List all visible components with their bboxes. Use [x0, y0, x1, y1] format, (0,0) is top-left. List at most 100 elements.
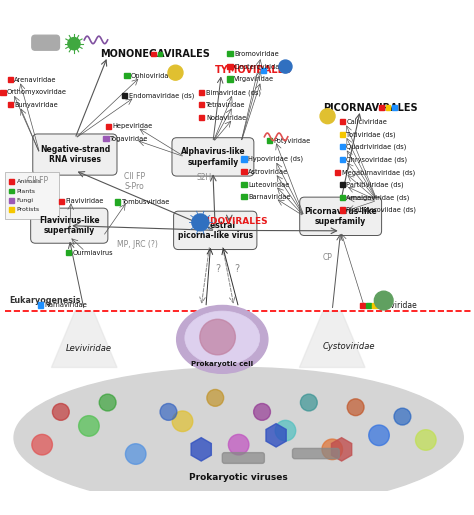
Text: Picornavirus-like
superfamily: Picornavirus-like superfamily: [304, 207, 377, 226]
FancyBboxPatch shape: [32, 35, 59, 50]
Bar: [158, 52, 163, 56]
Text: Togaviridae: Togaviridae: [110, 136, 148, 142]
Text: TYMOVIRALES: TYMOVIRALES: [215, 65, 292, 75]
Bar: [9, 198, 14, 203]
Text: Luteoviridae: Luteoviridae: [248, 181, 290, 187]
Bar: [340, 195, 345, 200]
FancyBboxPatch shape: [300, 197, 382, 235]
Text: Amalgaviridae (ds): Amalgaviridae (ds): [346, 194, 410, 201]
Bar: [340, 144, 345, 149]
Text: Potyviridae: Potyviridae: [274, 138, 311, 144]
Bar: [8, 102, 13, 107]
Text: Megabirnaviridae (ds): Megabirnaviridae (ds): [342, 169, 415, 176]
Circle shape: [207, 389, 224, 406]
Text: Ancestral
picorna-like virus: Ancestral picorna-like virus: [178, 220, 253, 240]
FancyBboxPatch shape: [173, 211, 257, 250]
Text: Endomaviridae (ds): Endomaviridae (ds): [129, 93, 194, 99]
Bar: [103, 136, 109, 142]
Text: Ourmiavirus: Ourmiavirus: [73, 250, 113, 256]
Bar: [9, 179, 14, 184]
Bar: [228, 51, 233, 56]
Bar: [340, 132, 345, 137]
Text: Tombusviridae: Tombusviridae: [122, 199, 170, 205]
Bar: [200, 90, 204, 95]
Bar: [241, 182, 246, 187]
Bar: [360, 303, 365, 307]
Polygon shape: [300, 311, 365, 368]
Text: Bimaviridae (ds): Bimaviridae (ds): [206, 89, 261, 96]
Circle shape: [322, 439, 343, 460]
Text: Alphavirus-like
superfamily: Alphavirus-like superfamily: [181, 147, 245, 166]
Ellipse shape: [185, 311, 260, 365]
Text: Flaviviridae: Flaviviridae: [65, 198, 104, 204]
Text: Plants: Plants: [17, 188, 36, 194]
Text: ?: ?: [234, 264, 239, 274]
Circle shape: [347, 399, 364, 416]
Text: Partitiviridae (ds): Partitiviridae (ds): [346, 182, 404, 188]
Circle shape: [126, 444, 146, 465]
Text: Hepeviridae: Hepeviridae: [112, 124, 153, 129]
Bar: [340, 119, 345, 124]
Bar: [379, 303, 383, 307]
Text: Protists: Protists: [17, 207, 40, 212]
Text: Narnaviridae: Narnaviridae: [45, 302, 87, 308]
Bar: [8, 77, 13, 82]
Text: MONONEGAVIRALES: MONONEGAVIRALES: [100, 49, 210, 59]
Circle shape: [192, 214, 209, 231]
Circle shape: [228, 434, 249, 455]
Text: Virgaviridae: Virgaviridae: [234, 76, 274, 82]
Circle shape: [275, 420, 296, 441]
Bar: [340, 157, 345, 162]
Bar: [379, 106, 384, 110]
Text: Hypoviridae (ds): Hypoviridae (ds): [248, 156, 303, 163]
Text: ?: ?: [215, 264, 220, 274]
Bar: [106, 124, 111, 129]
Text: Arenaviridae: Arenaviridae: [14, 77, 56, 83]
Text: CII FP
S-Pro: CII FP S-Pro: [124, 171, 145, 191]
Circle shape: [53, 403, 69, 420]
Text: MP, JRC (?): MP, JRC (?): [117, 240, 158, 249]
FancyBboxPatch shape: [31, 208, 108, 243]
Bar: [340, 182, 345, 187]
FancyBboxPatch shape: [172, 138, 254, 176]
Bar: [241, 169, 246, 174]
Text: Barnaviridae: Barnaviridae: [248, 194, 291, 200]
Text: Closteroviridae: Closteroviridae: [234, 63, 284, 70]
FancyBboxPatch shape: [5, 173, 58, 219]
Text: Flavivirus-like
superfamily: Flavivirus-like superfamily: [39, 216, 100, 235]
Bar: [115, 199, 120, 204]
Text: Negative-strand
RNA viruses: Negative-strand RNA viruses: [40, 145, 110, 164]
Bar: [122, 93, 128, 98]
Bar: [366, 303, 371, 307]
Text: Eukaryogenesis: Eukaryogenesis: [9, 296, 81, 305]
Bar: [9, 188, 14, 194]
Circle shape: [68, 38, 80, 50]
Bar: [392, 106, 397, 110]
Ellipse shape: [14, 368, 463, 508]
Bar: [59, 199, 64, 204]
Bar: [373, 303, 377, 307]
Text: Tetraviridae: Tetraviridae: [206, 102, 246, 108]
Text: Reoviridae: Reoviridae: [377, 301, 418, 310]
Circle shape: [394, 408, 411, 425]
Bar: [228, 64, 233, 69]
Bar: [38, 302, 43, 307]
Bar: [340, 208, 345, 213]
Text: S2H: S2H: [197, 173, 212, 181]
Text: Astroviridae: Astroviridae: [248, 169, 288, 175]
Bar: [200, 102, 204, 107]
Bar: [151, 52, 156, 56]
Text: Bunyaviridae: Bunyaviridae: [14, 102, 58, 108]
Text: Nodaviridae: Nodaviridae: [206, 115, 246, 121]
Circle shape: [160, 403, 177, 420]
Circle shape: [301, 394, 317, 411]
Bar: [385, 106, 390, 110]
Bar: [261, 68, 266, 73]
Text: Leviviridae: Leviviridae: [65, 344, 111, 353]
Circle shape: [32, 434, 53, 455]
Text: Cystoviridae: Cystoviridae: [323, 342, 375, 351]
Circle shape: [374, 291, 393, 310]
Text: Animals: Animals: [17, 179, 42, 184]
Text: NIDOVIRALES: NIDOVIRALES: [199, 216, 267, 226]
Bar: [200, 115, 204, 120]
